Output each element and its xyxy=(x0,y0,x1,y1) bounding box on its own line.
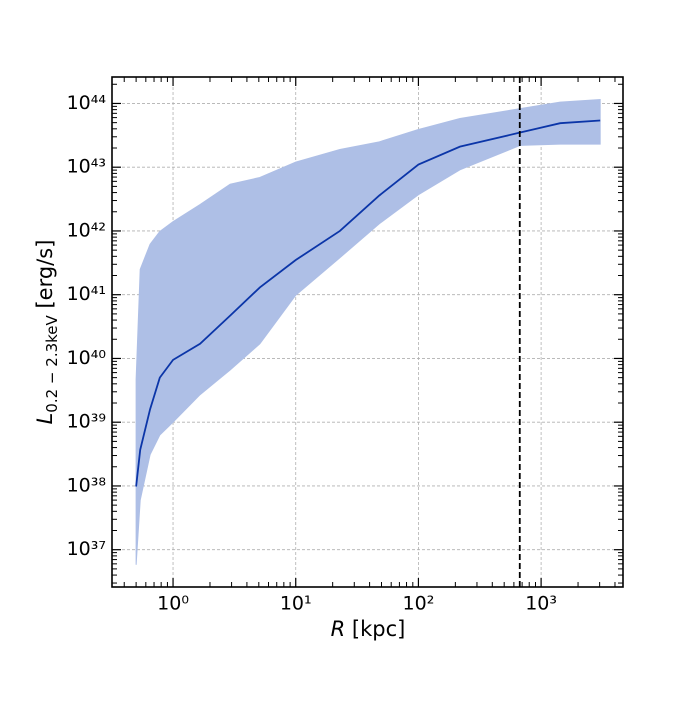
y-tick-label: 10⁴³ xyxy=(67,156,106,178)
y-tick-label: 10³⁹ xyxy=(67,411,106,433)
uncertainty-band xyxy=(135,99,601,565)
y-axis-label: L0.2 − 2.3keV [erg/s] xyxy=(33,240,61,425)
x-tick-label: 10¹ xyxy=(280,593,312,615)
y-tick-label: 10⁴² xyxy=(67,219,106,241)
y-tick-label: 10⁴⁴ xyxy=(67,92,107,114)
x-tick-label: 10³ xyxy=(525,593,557,615)
plot-frame xyxy=(111,76,624,588)
x-tick-label: 10² xyxy=(403,593,435,615)
line xyxy=(135,119,601,487)
x-axis-label: R [kpc] xyxy=(331,617,406,641)
y-tick-label: 10³⁷ xyxy=(67,538,106,560)
y-tick-label: 10⁴⁰ xyxy=(67,347,106,369)
y-tick-label: 10⁴¹ xyxy=(67,283,106,305)
y-tick-label: 10³⁸ xyxy=(67,474,106,496)
x-tick-label: 10⁰ xyxy=(157,593,189,615)
